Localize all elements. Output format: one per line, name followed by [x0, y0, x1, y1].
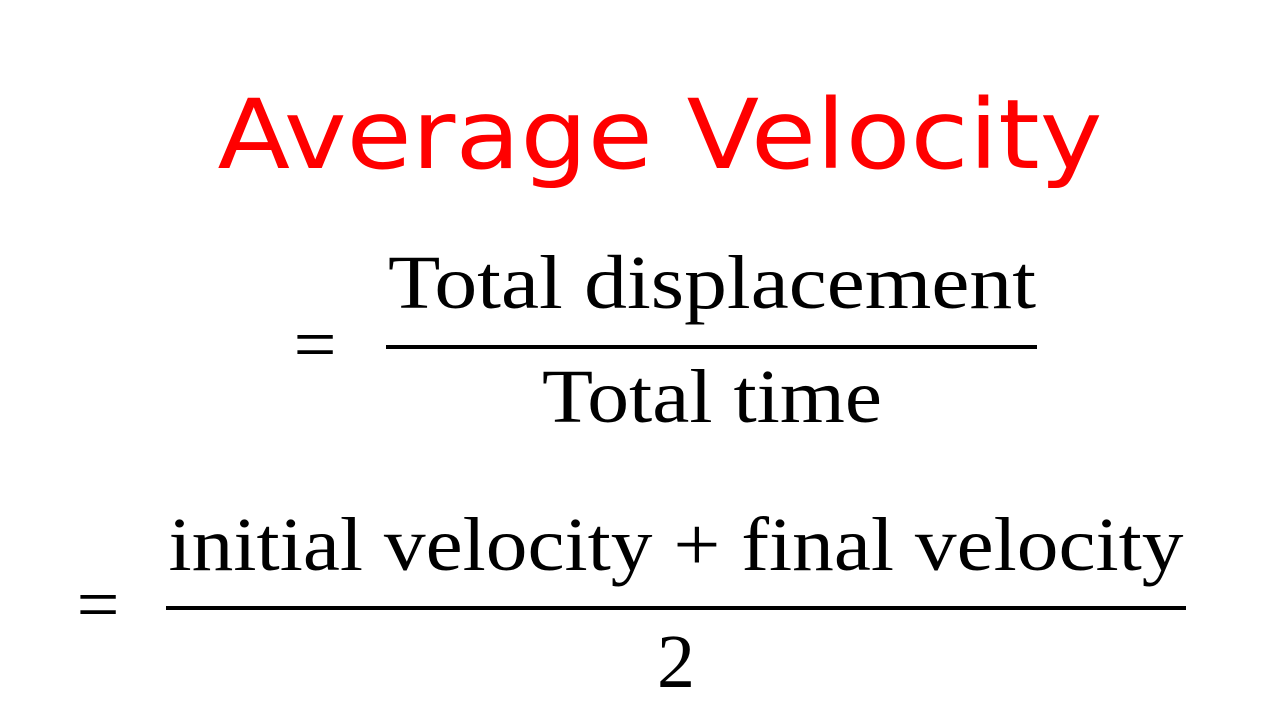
- numerator: Total displacement: [388, 241, 1036, 325]
- equation: = initial velocity + final velocity 2: [77, 503, 1186, 704]
- slide-title: Average Velocity: [218, 79, 1103, 191]
- equation: = Total displacement Total time: [294, 241, 1037, 439]
- equals-sign: =: [294, 303, 337, 387]
- equals-sign: =: [77, 563, 120, 647]
- denominator: 2: [657, 620, 695, 704]
- numerator: initial velocity + final velocity: [169, 503, 1184, 587]
- denominator: Total time: [542, 355, 882, 439]
